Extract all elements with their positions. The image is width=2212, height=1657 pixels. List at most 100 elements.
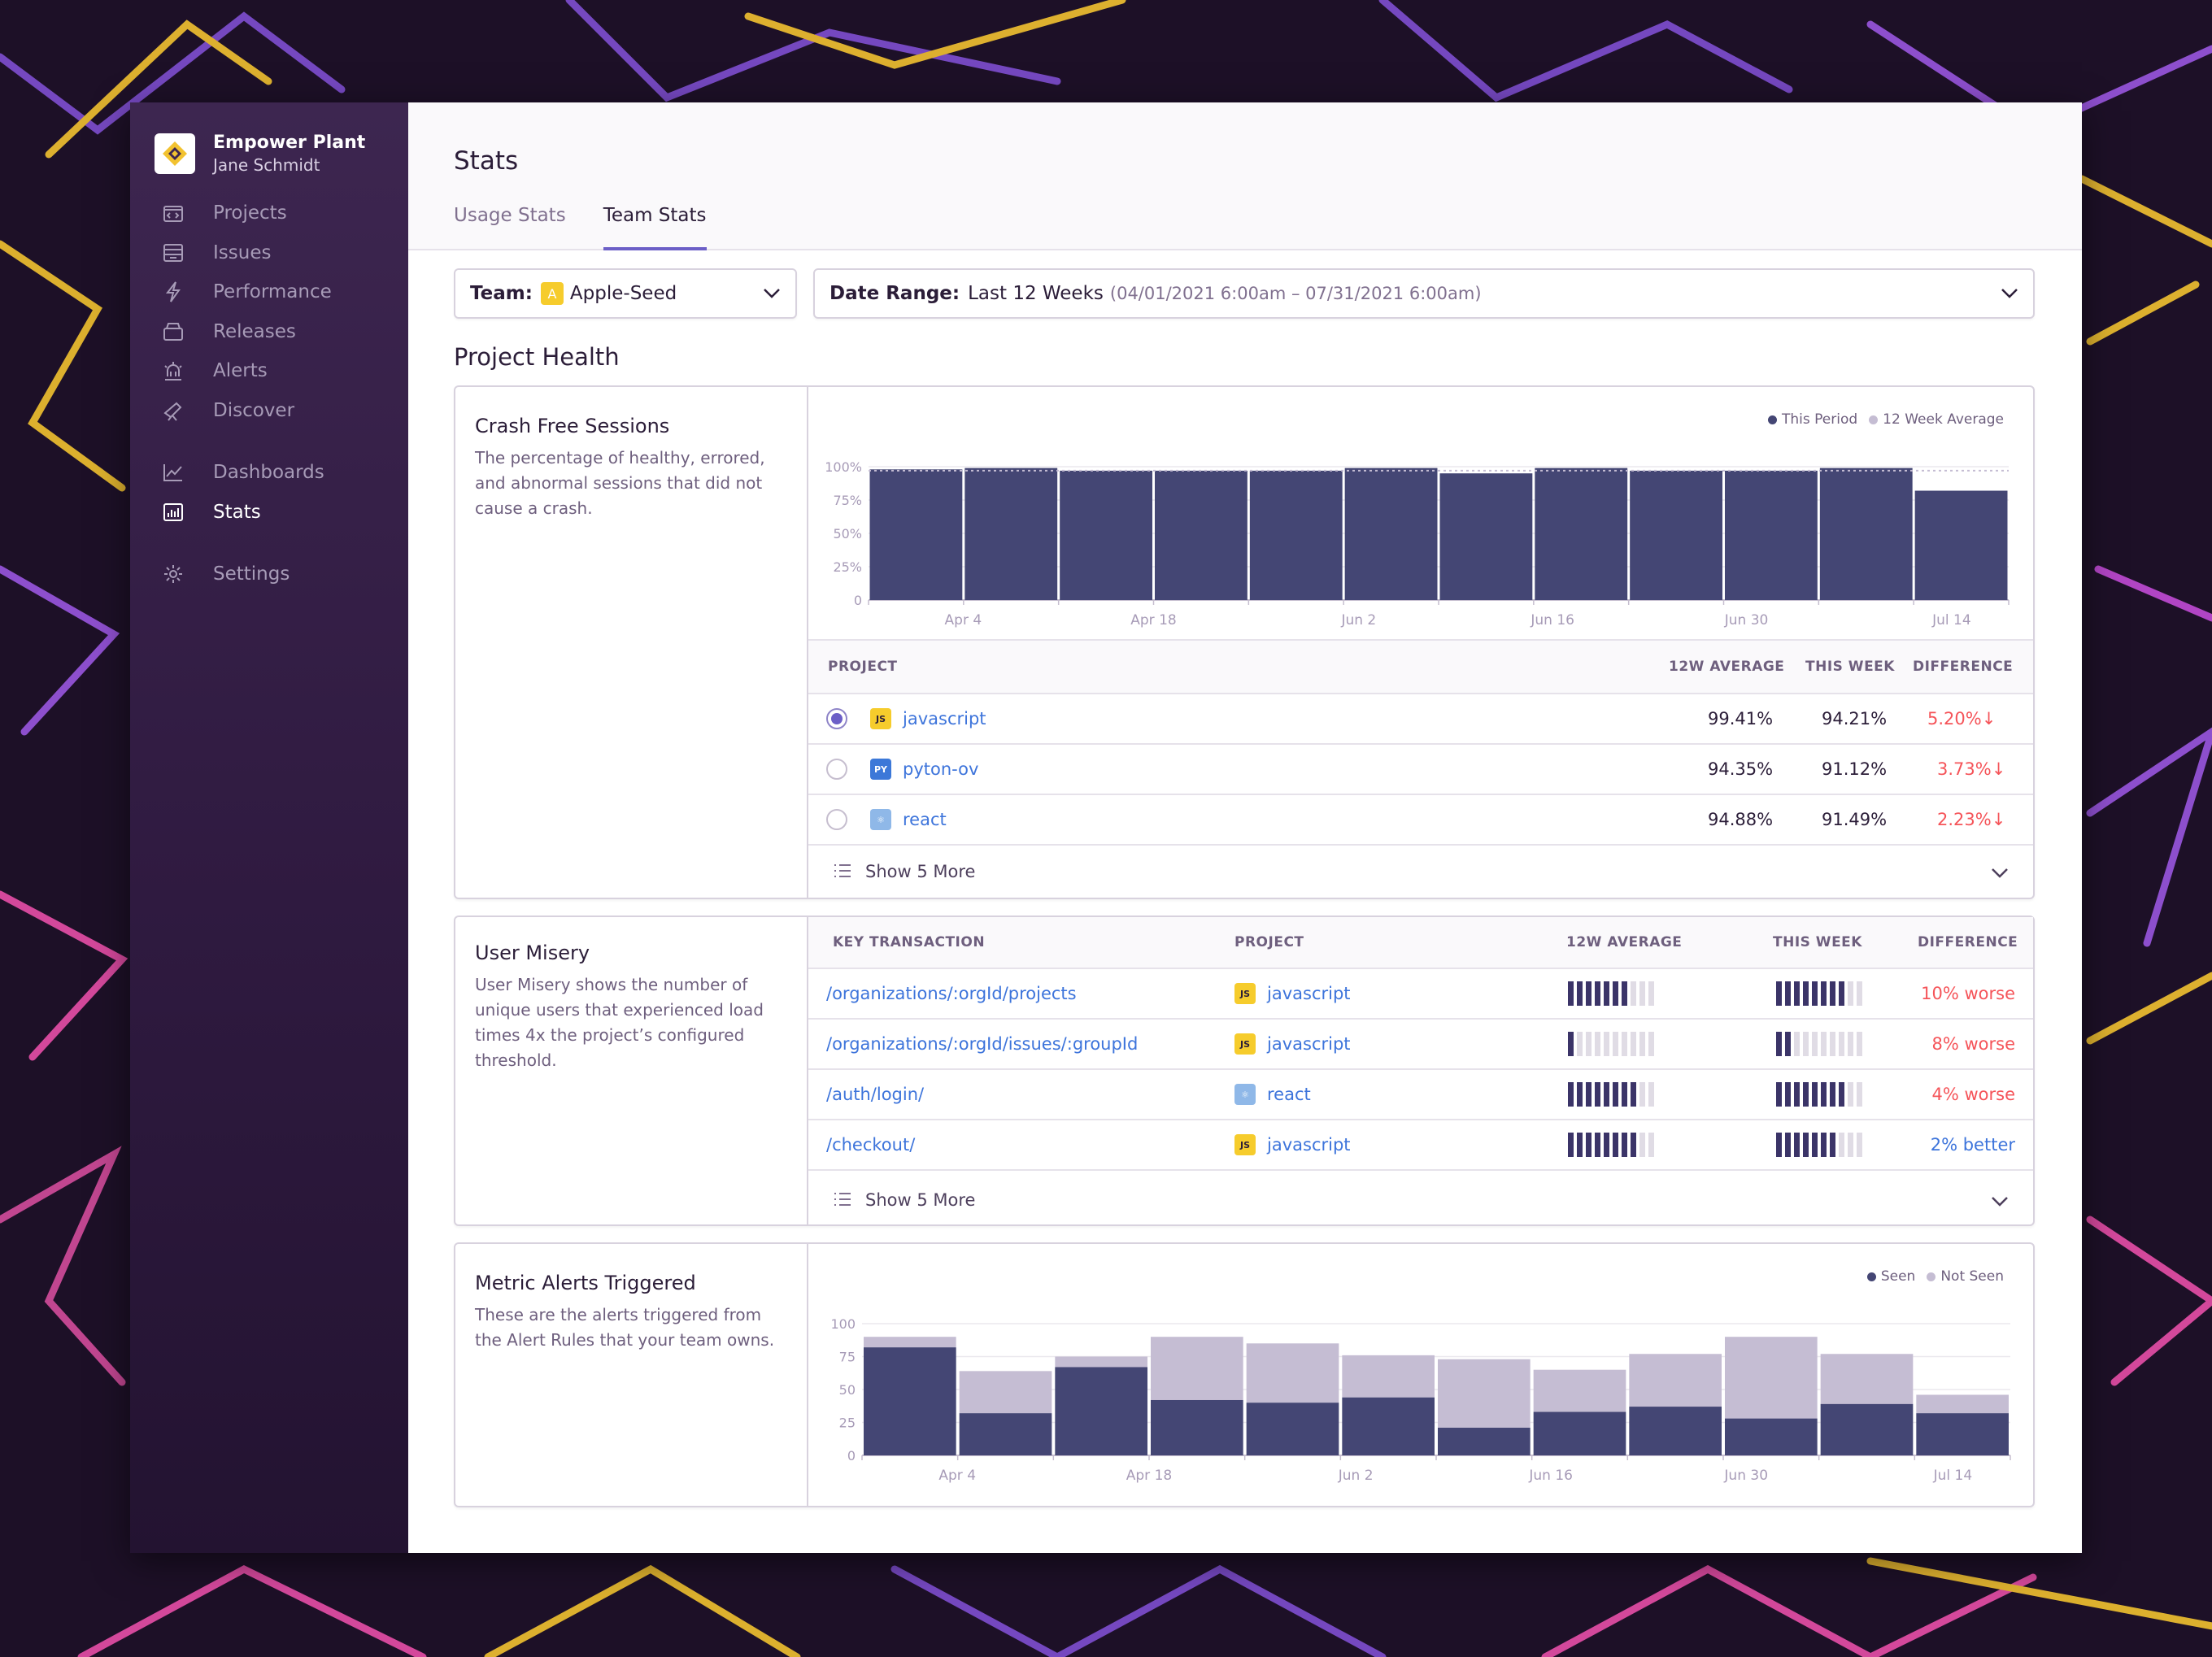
- bar-not-seen: [1055, 1356, 1147, 1368]
- misery-bar-segment: [1604, 981, 1609, 1006]
- bar-not-seen: [1342, 1355, 1435, 1398]
- sidebar-item-alerts[interactable]: Alerts: [130, 351, 408, 391]
- misery-bar-segment: [1776, 1133, 1782, 1157]
- project-link[interactable]: javascript: [1267, 984, 1351, 1003]
- misery-bar-segment: [1821, 981, 1827, 1006]
- misery-bar-segment: [1586, 1082, 1592, 1107]
- x-tick-label: Jul 14: [1933, 1468, 1973, 1484]
- project-link[interactable]: javascript: [1267, 1135, 1351, 1155]
- table-row[interactable]: JS javascript 99.41% 94.21% 5.20%↓: [808, 694, 2033, 745]
- week-value: 91.12%: [1822, 759, 1888, 779]
- avg-value: 99.41%: [1708, 709, 1774, 728]
- misery-bar-segment: [1648, 1032, 1654, 1056]
- page-title: Stats: [454, 146, 519, 176]
- sidebar-item-dashboards[interactable]: Dashboards: [130, 453, 408, 493]
- project-link[interactable]: javascript: [903, 709, 986, 728]
- transaction-link[interactable]: /checkout/: [826, 1135, 916, 1155]
- project-link[interactable]: pyton-ov: [903, 759, 979, 779]
- table-row[interactable]: /auth/login/ ⚛ react 4% worse: [808, 1070, 2033, 1120]
- sidebar-item-releases[interactable]: Releases: [130, 312, 408, 352]
- list-icon: [833, 1190, 852, 1212]
- misery-bar-segment: [1821, 1133, 1827, 1157]
- misery-bar-segment: [1568, 1133, 1574, 1157]
- javascript-icon: JS: [1234, 1033, 1256, 1055]
- radio-button[interactable]: [826, 759, 847, 780]
- sidebar-item-projects[interactable]: Projects: [130, 194, 408, 233]
- bar-seen: [864, 1347, 956, 1455]
- show-more-button[interactable]: Show 5 More: [808, 847, 2033, 898]
- misery-bar-segment: [1577, 1082, 1583, 1107]
- bar-seen: [959, 1413, 1052, 1455]
- misery-bar-segment: [1568, 1032, 1574, 1056]
- team-selector[interactable]: Team: A Apple-Seed: [454, 268, 797, 319]
- project-link[interactable]: react: [903, 810, 947, 829]
- table-row[interactable]: PY pyton-ov 94.35% 91.12% 3.73%↓: [808, 745, 2033, 795]
- week-value: 91.49%: [1822, 810, 1888, 829]
- tab-team-stats[interactable]: Team Stats: [603, 205, 707, 250]
- misery-bar-segment: [1794, 1032, 1800, 1056]
- y-tick-label: 25%: [833, 559, 862, 575]
- tab-usage-stats[interactable]: Usage Stats: [454, 205, 566, 226]
- sidebar-item-discover[interactable]: Discover: [130, 391, 408, 431]
- misery-bar-segment: [1631, 1032, 1636, 1056]
- projects-icon: [161, 201, 185, 225]
- crash-free-panel: Crash Free Sessions The percentage of he…: [454, 385, 2035, 899]
- col-this-week: THIS WEEK: [1773, 934, 1862, 950]
- y-tick-label: 75%: [833, 493, 862, 508]
- misery-bar-segment: [1613, 1082, 1618, 1107]
- transaction-link[interactable]: /auth/login/: [826, 1085, 925, 1104]
- date-range-label: Date Range:: [830, 283, 960, 304]
- col-this-week: THIS WEEK: [1805, 659, 1895, 675]
- bar-not-seen: [1246, 1343, 1339, 1403]
- sidebar-item-issues[interactable]: Issues: [130, 233, 408, 273]
- misery-bar-segment: [1830, 981, 1835, 1006]
- sidebar-item-performance[interactable]: Performance: [130, 272, 408, 312]
- sidebar-item-settings[interactable]: Settings: [130, 555, 408, 594]
- org-switcher[interactable]: Empower Plant Jane Schmidt: [130, 132, 408, 176]
- misery-bar-segment: [1568, 981, 1574, 1006]
- metric-alerts-panel: Metric Alerts Triggered These are the al…: [454, 1242, 2035, 1507]
- chart-legend: This Period 12 Week Average: [1757, 411, 2004, 428]
- y-tick-label: 0: [854, 593, 862, 608]
- bar-seen: [1629, 1407, 1722, 1455]
- chevron-down-icon: [1991, 863, 2009, 883]
- y-tick-label: 25: [839, 1416, 856, 1431]
- x-tick-label: Jun 2: [1338, 1468, 1374, 1484]
- misery-bar-segment: [1857, 1082, 1862, 1107]
- table-row[interactable]: ⚛ react 94.88% 91.49% 2.23%↓: [808, 795, 2033, 846]
- x-tick-label: Jun 16: [1528, 1468, 1573, 1484]
- misery-bar-segment: [1794, 1082, 1800, 1107]
- bar: [1725, 470, 1818, 600]
- tabs: Usage Stats Team Stats: [454, 205, 744, 250]
- radio-button[interactable]: [826, 809, 847, 830]
- bar: [1344, 468, 1438, 600]
- table-row[interactable]: /checkout/JS javascript 2% better: [808, 1120, 2033, 1171]
- y-tick-label: 100: [830, 1316, 856, 1332]
- table-row[interactable]: /organizations/:orgId/issues/:groupId JS j…: [808, 1020, 2033, 1070]
- bar-seen: [1916, 1413, 2009, 1455]
- misery-bar-this-week: [1776, 1133, 1862, 1157]
- transaction-link[interactable]: /organizations/:orgId/projects: [826, 984, 1077, 1003]
- y-tick-label: 50: [839, 1382, 856, 1398]
- avg-value: 94.35%: [1708, 759, 1774, 779]
- bar-seen: [1055, 1367, 1147, 1455]
- sidebar-item-stats[interactable]: Stats: [130, 493, 408, 533]
- date-range-selector[interactable]: Date Range: Last 12 Weeks (04/01/2021 6:…: [813, 268, 2035, 319]
- bar-seen: [1725, 1418, 1818, 1455]
- misery-bar-segment: [1794, 1133, 1800, 1157]
- show-more-button[interactable]: Show 5 More: [808, 1176, 2033, 1226]
- misery-bar-segment: [1639, 1133, 1645, 1157]
- diff-value: 5.20%↓: [1927, 709, 1996, 728]
- table-row[interactable]: /organizations/:orgId/projects JS javascri…: [808, 969, 2033, 1020]
- bar: [1439, 473, 1533, 600]
- misery-bar-segment: [1586, 1032, 1592, 1056]
- project-link[interactable]: react: [1267, 1085, 1311, 1104]
- page-header: Stats Usage Stats Team Stats: [408, 102, 2082, 250]
- javascript-icon: JS: [870, 708, 891, 729]
- radio-button[interactable]: [826, 708, 847, 729]
- metric-alerts-chart: 100 75 50 25 0 Apr 4 Apr 18 Jun 2 Jun 16 Jun 30 Ju…: [830, 1316, 2011, 1484]
- legend-this-period: This Period: [1768, 411, 1857, 428]
- transaction-link[interactable]: /organizations/:orgId/issues/:groupId: [826, 1034, 1139, 1054]
- project-link[interactable]: javascript: [1267, 1034, 1351, 1054]
- misery-bar-this-week: [1776, 1082, 1862, 1107]
